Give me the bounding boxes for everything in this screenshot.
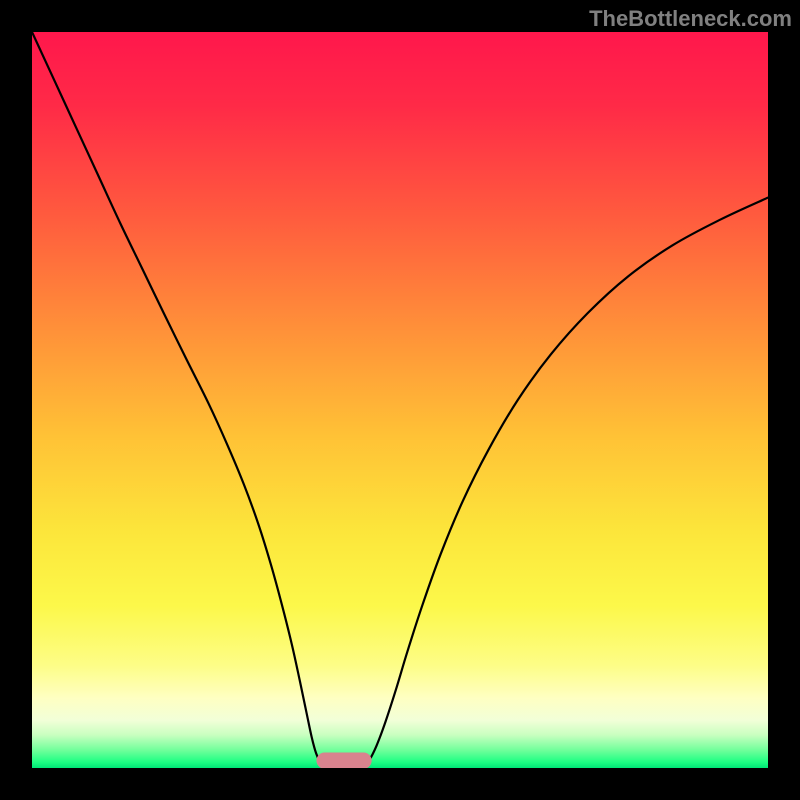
plot-area bbox=[32, 32, 768, 768]
watermark-text: TheBottleneck.com bbox=[589, 6, 792, 32]
bottleneck-marker bbox=[316, 753, 371, 768]
chart-svg bbox=[32, 32, 768, 768]
gradient-background bbox=[32, 32, 768, 768]
